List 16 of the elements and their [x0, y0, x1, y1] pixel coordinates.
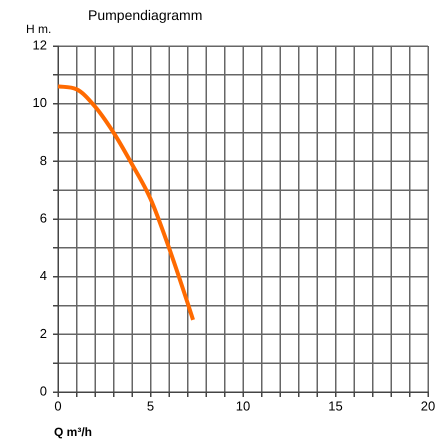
y-tick-label: 10: [32, 95, 47, 110]
y-tick-label: 12: [32, 38, 47, 53]
x-tick-label: 0: [54, 398, 62, 414]
x-tick-label: 10: [236, 398, 250, 414]
x-tick-label: 20: [420, 398, 436, 414]
chart-title: Pumpendiagramm: [88, 7, 202, 23]
y-tick-label: 4: [40, 268, 47, 284]
y-axis-title: H m.: [26, 22, 52, 36]
x-tick-label: 15: [328, 398, 343, 414]
y-tick-label: 8: [40, 152, 47, 168]
x-axis-title: Q m³/h: [54, 425, 92, 439]
line-series: [58, 84, 196, 322]
y-tick-label: 2: [40, 326, 47, 341]
y-tick-label: 0: [40, 384, 47, 399]
y-tick-label: 6: [40, 210, 47, 226]
x-tick-label: 5: [146, 398, 154, 414]
